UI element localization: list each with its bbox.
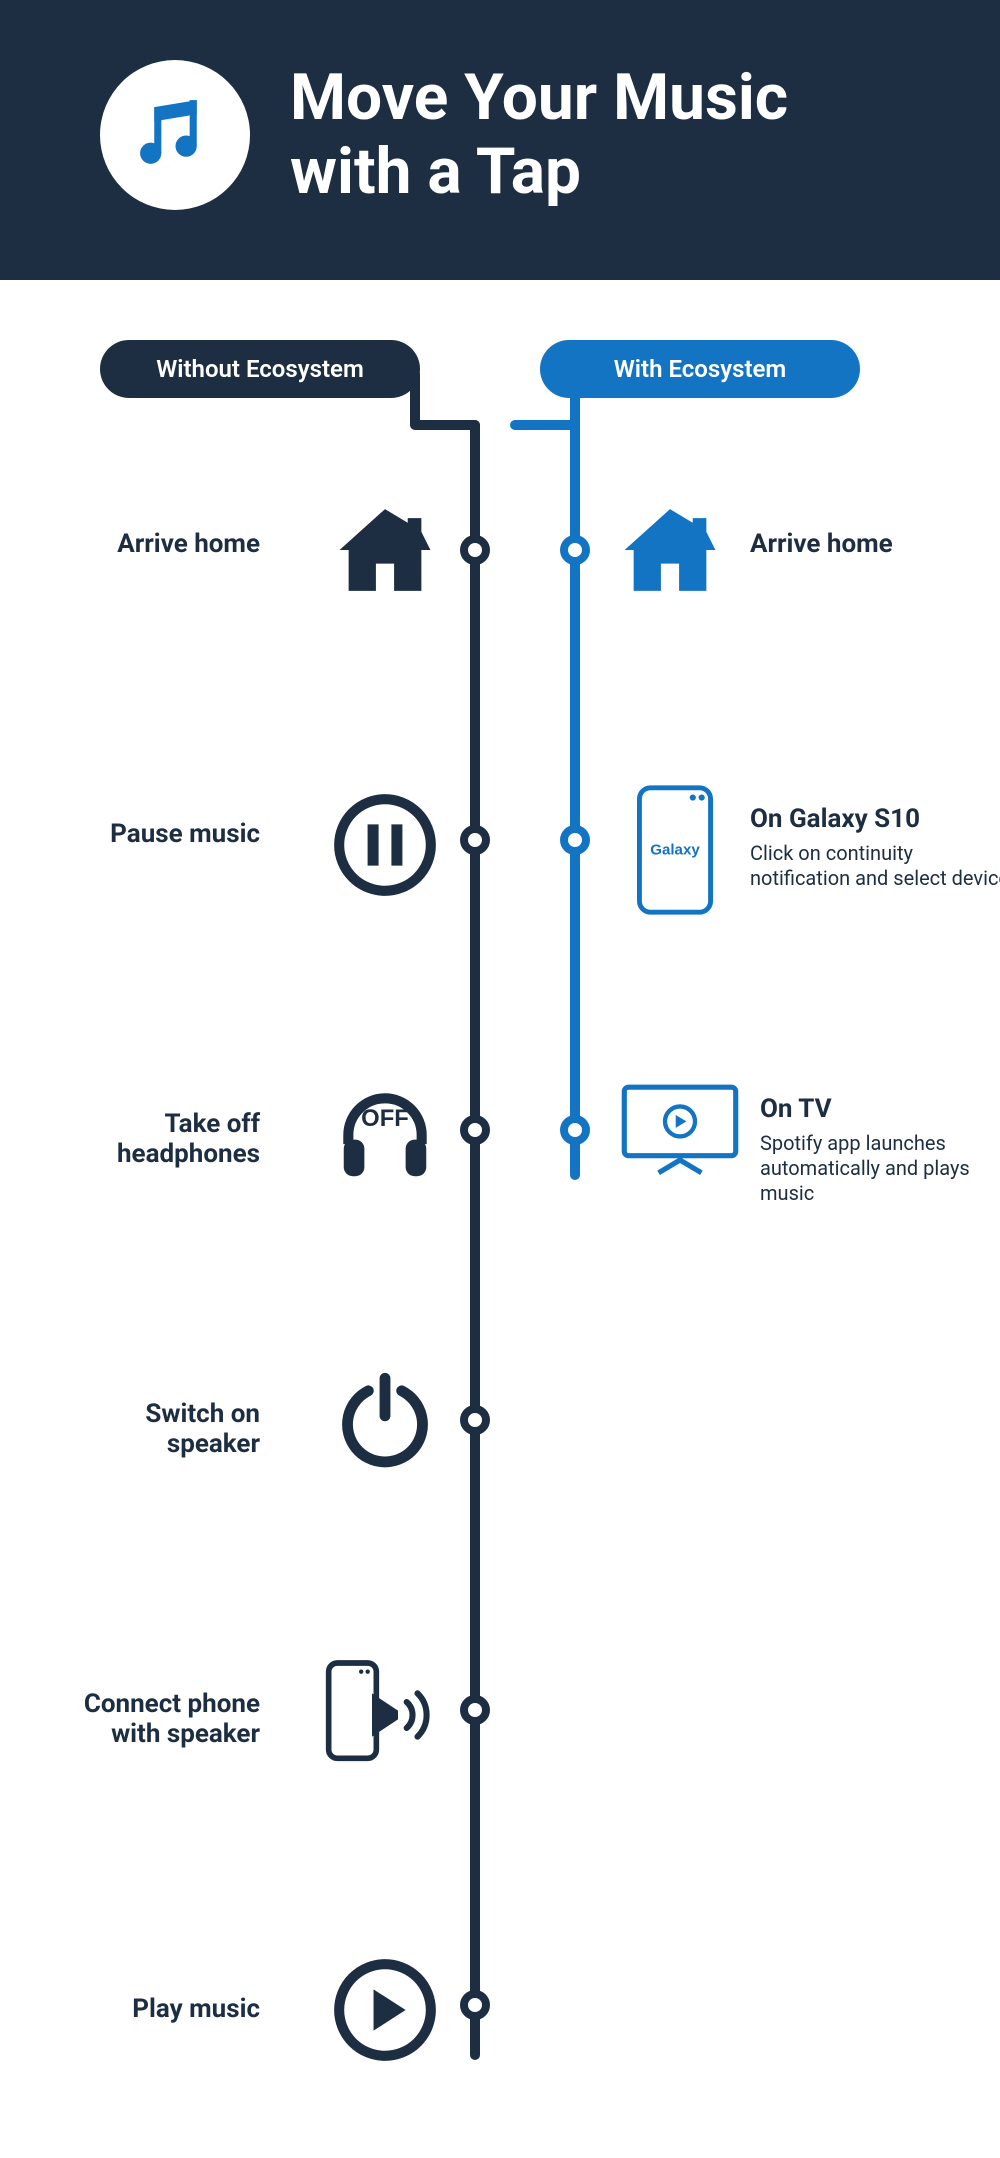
step-title: Take off headphones — [80, 1110, 260, 1170]
svg-text:Galaxy: Galaxy — [650, 841, 700, 858]
home-icon — [615, 500, 725, 604]
comparison-diagram: Without Ecosystem With Ecosystem Arrive … — [0, 280, 1000, 2080]
pause-icon — [330, 790, 440, 904]
step-block: On TV Spotify app launches automatically… — [760, 1095, 1000, 1206]
timeline-node — [560, 1115, 590, 1145]
timeline-node — [460, 1695, 490, 1725]
phone-speaker-icon — [320, 1650, 450, 1784]
step-title: Play music — [80, 1995, 260, 2025]
tv-play-icon — [620, 1080, 740, 1184]
step-title-text: On TV — [760, 1095, 1000, 1125]
lane-label-with: With Ecosystem — [540, 340, 860, 398]
step-title: Pause music — [80, 820, 260, 850]
page-title: Move Your Music with a Tap — [290, 61, 900, 208]
timeline-node — [560, 535, 590, 565]
power-icon — [335, 1370, 435, 1474]
step-block: On Galaxy S10 Click on continuity notifi… — [750, 805, 1000, 891]
galaxy-phone-icon: Galaxy — [635, 780, 715, 924]
headphones-off-icon: OFF — [330, 1080, 440, 1194]
timeline-node — [460, 825, 490, 855]
step-subtitle: Click on continuity notification and sel… — [750, 841, 1000, 891]
lane-label-without: Without Ecosystem — [100, 340, 420, 398]
timeline-node — [460, 535, 490, 565]
timeline-node — [460, 1990, 490, 2020]
timeline-node — [460, 1115, 490, 1145]
timeline-node — [560, 825, 590, 855]
step-title: Connect phone with speaker — [80, 1690, 260, 1750]
play-icon — [330, 1955, 440, 2069]
timeline-node — [460, 1405, 490, 1435]
step-title-text: On Galaxy S10 — [750, 805, 1000, 835]
step-title-text: Arrive home — [750, 530, 1000, 560]
step-title: Arrive home — [80, 530, 260, 560]
header: Move Your Music with a Tap — [0, 0, 1000, 280]
step-title: Switch on speaker — [80, 1400, 260, 1460]
home-icon — [330, 500, 440, 604]
music-note-icon — [100, 60, 250, 210]
step-title: Arrive home — [750, 530, 1000, 560]
step-subtitle: Spotify app launches automatically and p… — [760, 1131, 1000, 1206]
right-axis — [570, 420, 580, 1180]
svg-text:OFF: OFF — [361, 1105, 409, 1132]
left-axis — [470, 420, 480, 2060]
